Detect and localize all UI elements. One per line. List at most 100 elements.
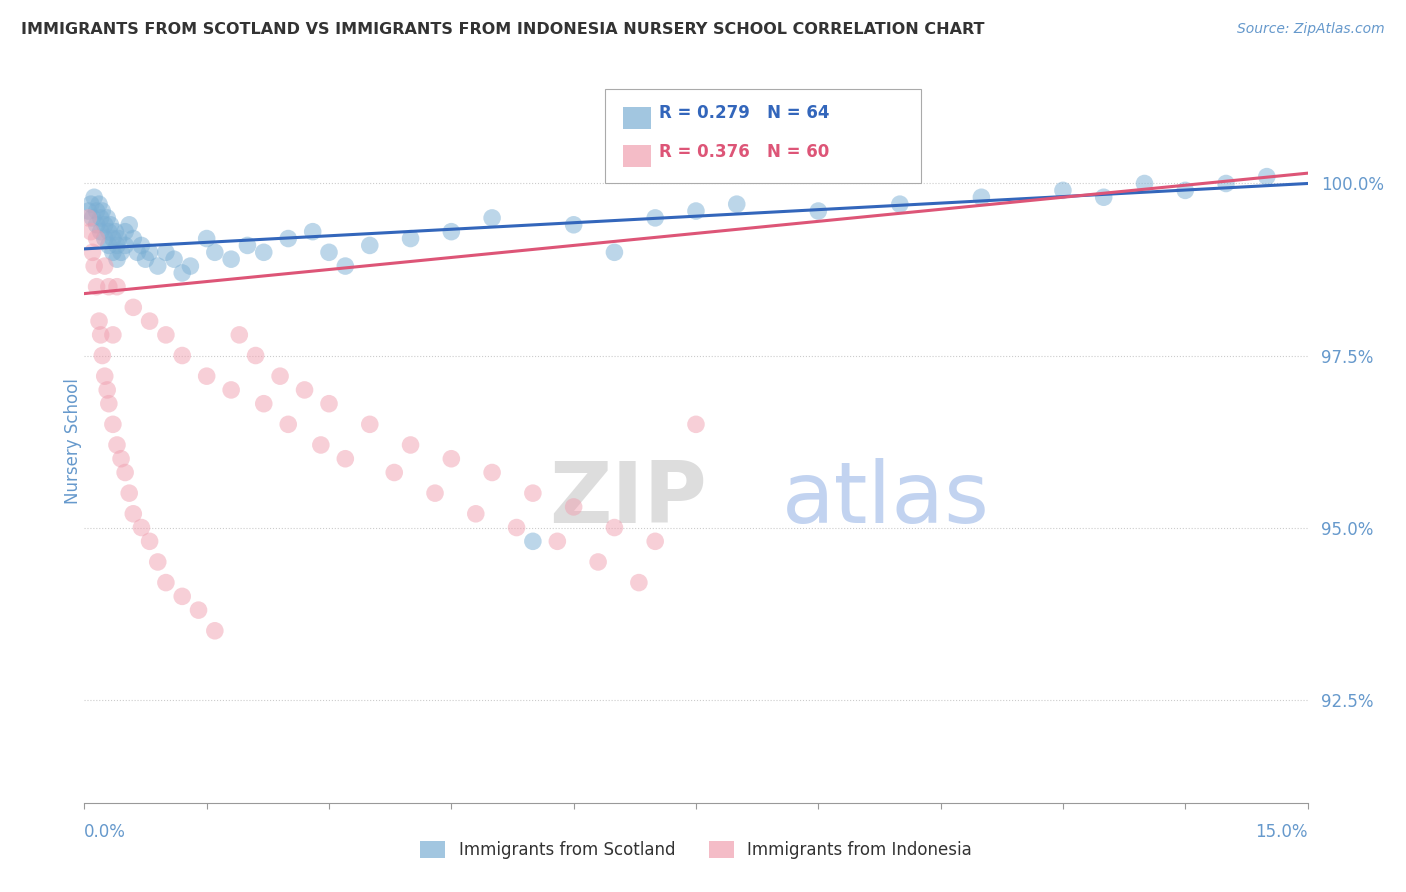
Point <box>114 225 136 239</box>
Point <box>172 349 194 363</box>
Point <box>100 218 122 232</box>
Point <box>889 197 911 211</box>
Point <box>127 245 149 260</box>
Point <box>110 245 132 260</box>
Point <box>138 245 160 260</box>
Point <box>359 417 381 432</box>
Point <box>1092 190 1115 204</box>
Point <box>105 238 128 252</box>
Point <box>93 231 115 245</box>
Point <box>97 397 120 411</box>
Point <box>245 349 267 363</box>
Text: ZIP: ZIP <box>550 458 707 541</box>
Point <box>627 575 650 590</box>
Point <box>179 259 201 273</box>
Point <box>562 218 585 232</box>
Point <box>155 575 177 590</box>
Point <box>146 555 169 569</box>
Y-axis label: Nursery School: Nursery School <box>65 378 82 505</box>
Point <box>86 204 108 219</box>
Point <box>228 327 250 342</box>
Point <box>80 197 103 211</box>
Point <box>440 451 463 466</box>
Point <box>269 369 291 384</box>
Point <box>93 369 115 384</box>
Point <box>277 231 299 245</box>
Point <box>96 383 118 397</box>
Point <box>77 204 100 219</box>
Point <box>83 190 105 204</box>
Point <box>970 190 993 204</box>
Point <box>138 534 160 549</box>
Point <box>335 259 357 273</box>
Point <box>399 231 422 245</box>
Point <box>91 349 114 363</box>
Point <box>90 327 112 342</box>
Point <box>86 218 108 232</box>
Point <box>603 520 626 534</box>
Text: Source: ZipAtlas.com: Source: ZipAtlas.com <box>1237 22 1385 37</box>
Point <box>644 534 666 549</box>
Point <box>187 603 209 617</box>
Point <box>105 279 128 293</box>
Point <box>87 314 110 328</box>
Legend: Immigrants from Scotland, Immigrants from Indonesia: Immigrants from Scotland, Immigrants fro… <box>420 841 972 860</box>
Text: IMMIGRANTS FROM SCOTLAND VS IMMIGRANTS FROM INDONESIA NURSERY SCHOOL CORRELATION: IMMIGRANTS FROM SCOTLAND VS IMMIGRANTS F… <box>21 22 984 37</box>
Text: 0.0%: 0.0% <box>84 823 127 841</box>
Point <box>685 417 707 432</box>
Point <box>87 197 110 211</box>
Point <box>135 252 157 267</box>
Point <box>505 520 527 534</box>
Point <box>101 417 124 432</box>
Point <box>603 245 626 260</box>
Point <box>195 369 218 384</box>
Point <box>335 451 357 466</box>
Point <box>131 520 153 534</box>
Point <box>464 507 486 521</box>
Point <box>204 624 226 638</box>
Point <box>155 245 177 260</box>
Point <box>77 211 100 225</box>
Point <box>546 534 568 549</box>
Point <box>204 245 226 260</box>
Point <box>309 438 332 452</box>
Point <box>118 486 141 500</box>
Point <box>82 211 104 225</box>
Text: R = 0.279   N = 64: R = 0.279 N = 64 <box>659 104 830 122</box>
Point <box>110 451 132 466</box>
Point <box>90 225 112 239</box>
Point <box>423 486 446 500</box>
Text: 15.0%: 15.0% <box>1256 823 1308 841</box>
Point <box>359 238 381 252</box>
Point <box>172 266 194 280</box>
Point <box>481 211 503 225</box>
Point <box>277 417 299 432</box>
Point <box>90 211 112 225</box>
Point <box>318 245 340 260</box>
Point <box>236 238 259 252</box>
Point <box>93 259 115 273</box>
Point <box>122 231 145 245</box>
Point <box>195 231 218 245</box>
Point <box>522 486 544 500</box>
Point <box>101 231 124 245</box>
Point <box>101 327 124 342</box>
Point <box>97 225 120 239</box>
Point <box>219 383 242 397</box>
Point <box>1133 177 1156 191</box>
Point <box>1174 183 1197 197</box>
Point <box>97 279 120 293</box>
Point <box>138 314 160 328</box>
Point <box>105 252 128 267</box>
Point <box>155 327 177 342</box>
Point <box>97 238 120 252</box>
Point <box>118 218 141 232</box>
Point <box>1215 177 1237 191</box>
Point <box>91 204 114 219</box>
Point <box>807 204 830 219</box>
Point <box>562 500 585 514</box>
Point <box>122 301 145 315</box>
Point <box>86 231 108 245</box>
Point <box>122 507 145 521</box>
Point <box>101 245 124 260</box>
